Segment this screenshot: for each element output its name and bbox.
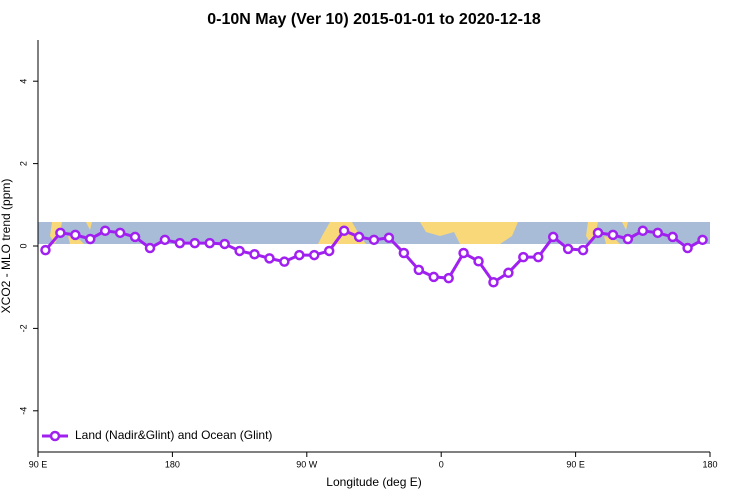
data-point — [667, 231, 678, 243]
data-point — [309, 249, 320, 261]
data-point — [383, 232, 395, 244]
data-point — [637, 225, 649, 237]
x-tick-label: 90 E — [566, 459, 585, 469]
data-point — [40, 244, 51, 256]
data-point — [323, 245, 335, 257]
data-point — [264, 253, 275, 264]
land — [586, 222, 628, 244]
chart-title: 0-10N May (Ver 10) 2015-01-01 to 2020-12… — [207, 11, 541, 28]
data-point — [577, 244, 589, 256]
data-point — [294, 249, 305, 261]
data-point — [622, 233, 634, 245]
data-point — [219, 238, 230, 250]
data-point — [533, 251, 544, 263]
data-point — [413, 264, 425, 276]
data-point — [174, 237, 186, 249]
data-point — [114, 227, 126, 239]
data-point — [592, 227, 604, 239]
data-point — [279, 256, 290, 267]
x-tick-label: 180 — [702, 459, 717, 469]
data-point — [55, 227, 66, 239]
data-point — [443, 272, 454, 284]
data-point — [159, 234, 171, 246]
data-point — [458, 247, 469, 259]
legend-marker — [49, 430, 61, 442]
legend-item: Land (Nadir&Glint) and Ocean (Glint) — [42, 428, 272, 442]
data-point — [85, 233, 96, 245]
data-point — [234, 245, 245, 257]
land — [420, 222, 518, 244]
y-tick-label: -4 — [18, 407, 28, 415]
data-point — [398, 247, 410, 259]
y-tick-label: 2 — [18, 161, 28, 166]
data-point — [503, 267, 514, 279]
ocean-band — [38, 222, 710, 244]
data-point — [204, 237, 215, 249]
x-axis-label: Longitude (deg E) — [326, 475, 421, 489]
data-point — [129, 231, 141, 243]
y-tick-label: 0 — [18, 243, 28, 248]
data-point — [338, 225, 350, 237]
data-point — [607, 229, 619, 241]
data-point — [518, 251, 529, 263]
data-point — [99, 225, 111, 237]
data-point — [249, 248, 260, 260]
y-axis-label: XCO2 - MLO trend (ppm) — [0, 179, 13, 314]
x-tick-label: 180 — [165, 459, 180, 469]
data-point — [189, 237, 201, 249]
data-point — [368, 234, 380, 246]
data-point — [353, 231, 365, 243]
data-point — [144, 242, 156, 254]
x-tick-label: 0 — [439, 459, 444, 469]
x-tick-label: 90 W — [296, 459, 318, 469]
y-tick-label: 4 — [18, 79, 28, 84]
data-point — [488, 277, 499, 288]
data-point — [697, 234, 708, 246]
data-point — [652, 227, 663, 239]
data-point — [428, 271, 439, 283]
data-point — [70, 229, 81, 241]
data-point — [547, 231, 559, 243]
data-point — [473, 255, 484, 267]
y-tick-label: -2 — [18, 324, 28, 332]
data-point — [562, 243, 574, 255]
data-point — [682, 242, 693, 254]
legend-label: Land (Nadir&Glint) and Ocean (Glint) — [75, 428, 272, 442]
x-tick-label: 90 E — [29, 459, 48, 469]
land — [50, 222, 92, 244]
